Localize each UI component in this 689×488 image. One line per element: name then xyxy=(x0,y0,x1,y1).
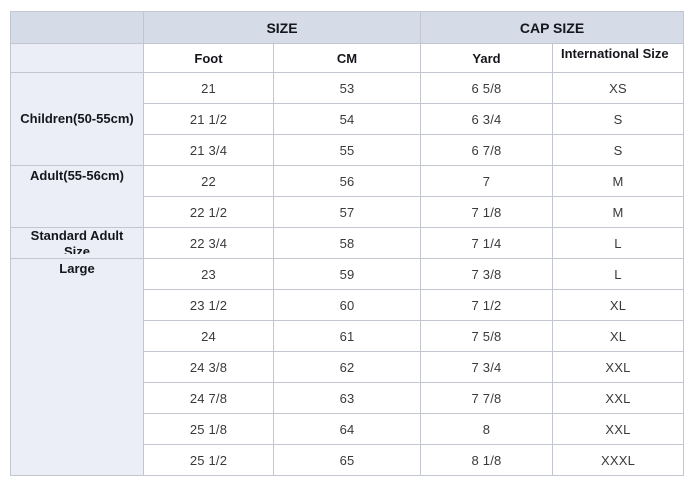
header-group-row: SIZE CAP SIZE xyxy=(10,11,684,44)
corner-cell xyxy=(10,11,144,44)
table-row: 25 1/2 65 8 1/8 XXXL xyxy=(11,444,684,476)
cell-yard: 7 1/2 xyxy=(420,289,553,321)
cell-cm: 56 xyxy=(273,165,421,197)
cell-foot: 24 7/8 xyxy=(143,382,274,414)
col-header-cm: CM xyxy=(273,43,421,73)
row-group-label-children: Children(50-55cm) xyxy=(10,72,144,166)
cell-cm: 64 xyxy=(273,413,421,445)
cell-cm: 58 xyxy=(273,227,421,259)
cell-foot: 24 3/8 xyxy=(143,351,274,383)
cell-foot: 25 1/8 xyxy=(143,413,274,445)
cell-yard: 7 3/4 xyxy=(420,351,553,383)
column-header-row: Foot CM Yard International Size xyxy=(10,43,684,73)
cell-international: L xyxy=(552,258,684,290)
cell-international: S xyxy=(552,134,684,166)
col-header-yard: Yard xyxy=(420,43,553,73)
row-group-label-adult: Adult(55-56cm) xyxy=(10,165,144,228)
cell-foot: 24 xyxy=(143,320,274,352)
cell-cm: 63 xyxy=(273,382,421,414)
cell-international: XXL xyxy=(552,351,684,383)
table-row: Large 23 59 7 3/8 L xyxy=(10,258,684,476)
cell-yard: 6 5/8 xyxy=(420,72,553,104)
table-row: 24 3/8 62 7 3/4 XXL xyxy=(11,351,684,383)
cell-foot: 21 1/2 xyxy=(143,103,274,135)
table-row: 21 3/4 55 6 7/8 S xyxy=(11,134,684,166)
cell-yard: 7 1/4 xyxy=(420,227,553,259)
cell-international: L xyxy=(552,227,684,259)
table-row: 25 1/8 64 8 XXL xyxy=(11,413,684,445)
cell-cm: 62 xyxy=(273,351,421,383)
header-size: SIZE xyxy=(143,11,421,44)
cell-foot: 22 1/2 xyxy=(143,196,274,228)
cell-international: XL xyxy=(552,320,684,352)
cell-foot: 25 1/2 xyxy=(143,444,274,476)
header-cap-size: CAP SIZE xyxy=(420,11,684,44)
cell-cm: 53 xyxy=(273,72,421,104)
cell-yard: 7 3/8 xyxy=(420,258,553,290)
cell-cm: 65 xyxy=(273,444,421,476)
cell-yard: 8 xyxy=(420,413,553,445)
cell-international: XS xyxy=(552,72,684,104)
cell-yard: 6 3/4 xyxy=(420,103,553,135)
col-header-foot: Foot xyxy=(143,43,274,73)
cell-international: S xyxy=(552,103,684,135)
cell-yard: 6 7/8 xyxy=(420,134,553,166)
cell-international: XL xyxy=(552,289,684,321)
table-row: Standard Adult Size 22 3/4 58 7 1/4 L xyxy=(10,227,684,259)
cell-international: M xyxy=(552,165,684,197)
cell-international: XXXL xyxy=(552,444,684,476)
row-group-label-large: Large xyxy=(10,258,144,476)
cell-yard: 7 xyxy=(420,165,553,197)
table-row: Adult(55-56cm) 22 56 7 M xyxy=(10,165,684,228)
cell-yard: 7 7/8 xyxy=(420,382,553,414)
table-row: 23 1/2 60 7 1/2 XL xyxy=(11,289,684,321)
cell-foot: 21 xyxy=(143,72,274,104)
cell-yard: 7 5/8 xyxy=(420,320,553,352)
cell-foot: 22 3/4 xyxy=(143,227,274,259)
cell-foot: 22 xyxy=(143,165,274,197)
label-column-header-cell xyxy=(10,43,144,73)
cell-international: M xyxy=(552,196,684,228)
international-size-clipped-text: International Size xyxy=(561,46,669,61)
cell-cm: 61 xyxy=(273,320,421,352)
col-header-international-size: International Size xyxy=(552,43,684,73)
table-row: 24 7/8 63 7 7/8 XXL xyxy=(11,382,684,414)
cell-foot: 23 xyxy=(143,258,274,290)
table-row: Children(50-55cm) 21 53 6 5/8 XS xyxy=(10,72,684,166)
table-row: 22 1/2 57 7 1/8 M xyxy=(11,196,684,228)
cell-foot: 23 1/2 xyxy=(143,289,274,321)
cell-cm: 60 xyxy=(273,289,421,321)
row-group-label-standard-adult: Standard Adult Size xyxy=(10,227,144,259)
cell-cm: 54 xyxy=(273,103,421,135)
size-chart-table: SIZE CAP SIZE Foot CM Yard International… xyxy=(10,11,684,476)
standard-adult-size-clipped-text: Standard Adult Size xyxy=(30,228,124,255)
cell-yard: 7 1/8 xyxy=(420,196,553,228)
cell-cm: 57 xyxy=(273,196,421,228)
cell-international: XXL xyxy=(552,413,684,445)
cell-yard: 8 1/8 xyxy=(420,444,553,476)
cell-international: XXL xyxy=(552,382,684,414)
table-row: 21 1/2 54 6 3/4 S xyxy=(11,103,684,135)
cell-foot: 21 3/4 xyxy=(143,134,274,166)
cell-cm: 55 xyxy=(273,134,421,166)
cell-cm: 59 xyxy=(273,258,421,290)
